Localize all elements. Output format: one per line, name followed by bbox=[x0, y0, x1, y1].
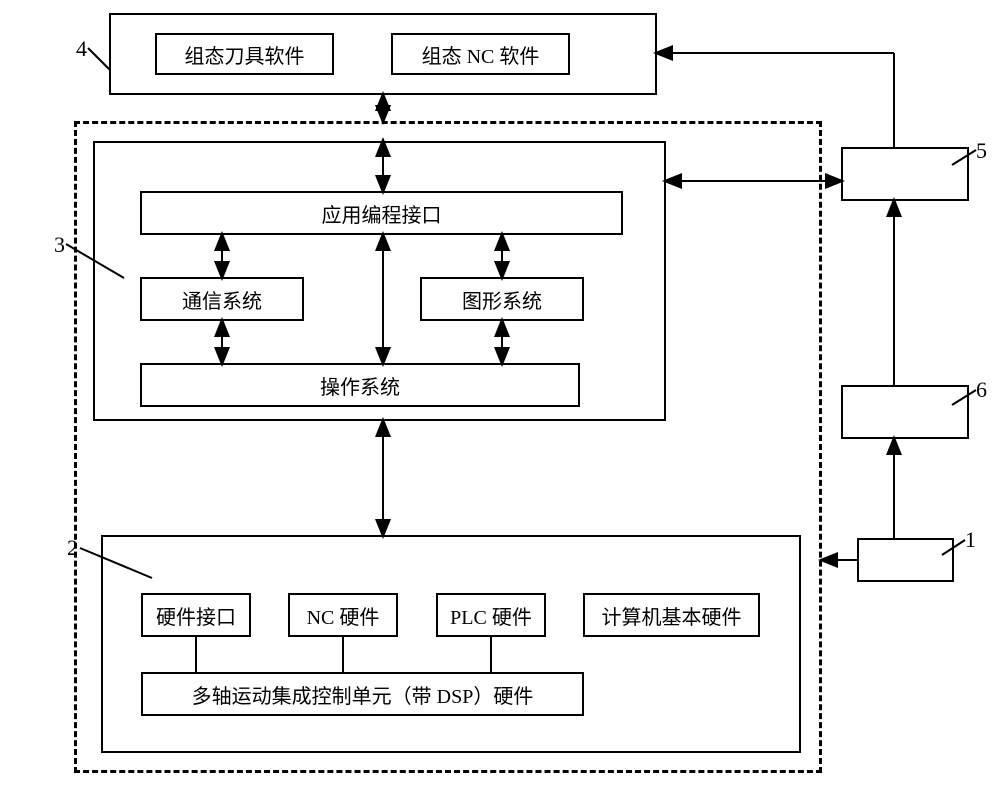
box-1 bbox=[857, 538, 954, 582]
graphic-label: 图形系统 bbox=[462, 285, 542, 314]
hardware-interface-box: 硬件接口 bbox=[141, 593, 251, 637]
api-box: 应用编程接口 bbox=[140, 191, 623, 235]
graphic-box: 图形系统 bbox=[420, 277, 584, 321]
plc-hardware-box: PLC 硬件 bbox=[436, 593, 546, 637]
ref-label-4: 4 bbox=[76, 36, 87, 62]
os-box: 操作系统 bbox=[140, 363, 580, 407]
ref-label-6: 6 bbox=[976, 377, 987, 403]
box-5 bbox=[841, 147, 969, 201]
ref-label-2: 2 bbox=[67, 535, 78, 561]
ref-label-1: 1 bbox=[965, 527, 976, 553]
hardware-interface-label: 硬件接口 bbox=[156, 601, 236, 630]
api-label: 应用编程接口 bbox=[322, 199, 442, 228]
nc-hardware-label: NC 硬件 bbox=[307, 601, 380, 630]
bot-container bbox=[101, 535, 801, 753]
multi-axis-box: 多轴运动集成控制单元（带 DSP）硬件 bbox=[141, 672, 584, 716]
ref-label-5: 5 bbox=[976, 138, 987, 164]
config-nc-software-label: 组态 NC 软件 bbox=[422, 40, 540, 69]
box-6 bbox=[841, 385, 969, 439]
plc-hardware-label: PLC 硬件 bbox=[450, 601, 532, 630]
nc-hardware-box: NC 硬件 bbox=[288, 593, 398, 637]
ref-label-3: 3 bbox=[54, 232, 65, 258]
config-tool-software-label: 组态刀具软件 bbox=[185, 40, 305, 69]
multi-axis-label: 多轴运动集成控制单元（带 DSP）硬件 bbox=[192, 680, 534, 709]
pc-basic-hardware-box: 计算机基本硬件 bbox=[583, 593, 760, 637]
os-label: 操作系统 bbox=[320, 371, 400, 400]
config-tool-software-box: 组态刀具软件 bbox=[155, 33, 334, 75]
comm-box: 通信系统 bbox=[140, 277, 304, 321]
pc-basic-hardware-label: 计算机基本硬件 bbox=[602, 601, 742, 630]
config-nc-software-box: 组态 NC 软件 bbox=[391, 33, 570, 75]
comm-label: 通信系统 bbox=[182, 285, 262, 314]
